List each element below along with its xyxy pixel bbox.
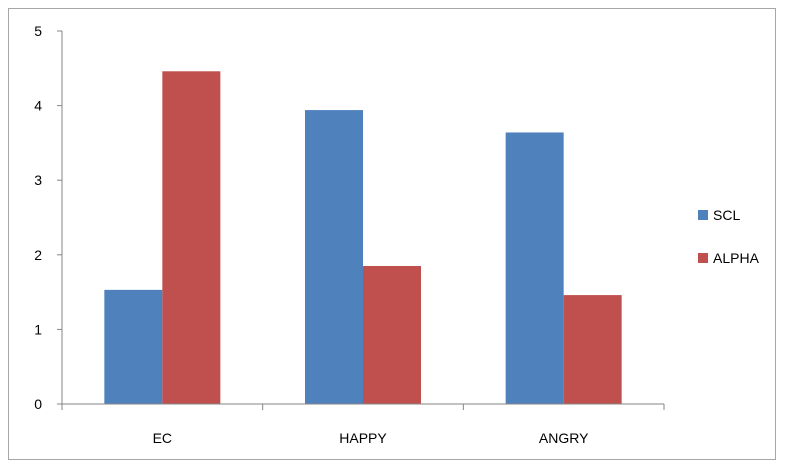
legend-swatch-scl: [698, 210, 708, 220]
bar-scl-angry: [505, 132, 564, 404]
bar-alpha-ec: [162, 71, 221, 404]
y-tick-label: 4: [34, 98, 42, 114]
y-tick-label: 2: [34, 247, 42, 263]
legend-label-alpha: ALPHA: [713, 250, 760, 266]
x-tick-label: HAPPY: [339, 430, 387, 446]
y-tick-label: 0: [34, 396, 42, 412]
legend: SCL ALPHA: [698, 207, 760, 266]
y-tick-label: 1: [34, 321, 42, 337]
y-tick-label: 3: [34, 172, 42, 188]
y-tick-label: 5: [34, 23, 42, 39]
x-tick-label: ANGRY: [539, 430, 589, 446]
bars-group: [104, 71, 622, 405]
legend-label-scl: SCL: [713, 207, 740, 223]
chart-frame: [8, 8, 776, 460]
bar-alpha-angry: [563, 295, 622, 404]
x-axis-ticks: EC HAPPY ANGRY: [61, 404, 665, 446]
legend-swatch-alpha: [698, 253, 708, 263]
bar-scl-happy: [305, 110, 363, 405]
x-tick-label: EC: [153, 430, 172, 446]
bar-alpha-happy: [363, 265, 421, 404]
y-axis-ticks: 0 1 2 3 4 5: [34, 23, 62, 412]
bar-scl-ec: [104, 289, 163, 404]
